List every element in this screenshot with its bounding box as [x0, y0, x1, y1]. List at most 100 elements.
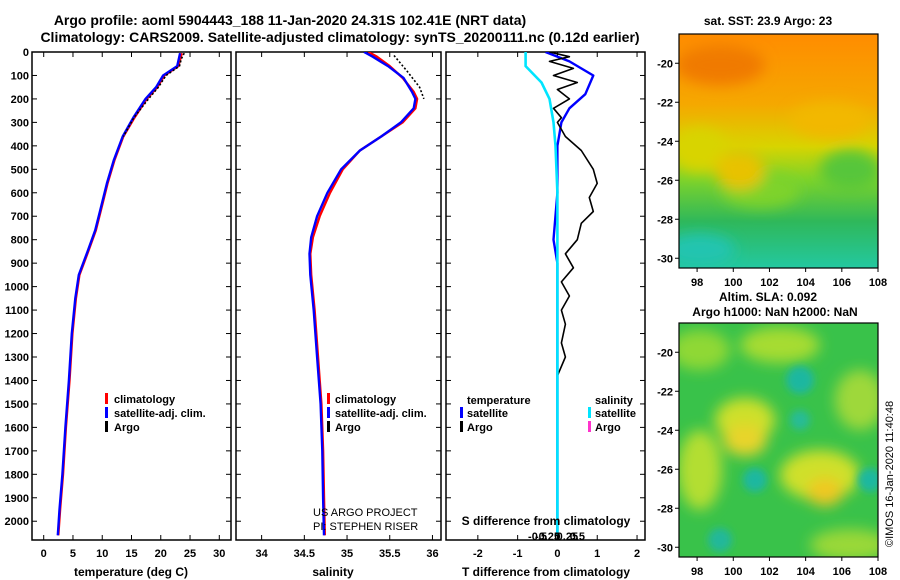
lat-tick-label: -28 — [657, 503, 673, 515]
temperature-panel: 0100200300400500600700800900100011001200… — [5, 47, 232, 579]
depth-tick-label: 1900 — [5, 493, 29, 505]
title-line-1: Argo profile: aoml 5904443_188 11-Jan-20… — [54, 12, 526, 28]
depth-tick-label: 1300 — [5, 352, 29, 364]
legend-swatch-climatology — [327, 393, 330, 404]
sst-lat-axis: -20 -22 -24 -26 -28 -30 — [657, 58, 679, 265]
lat-tick-label: -20 — [657, 58, 673, 70]
legend-swatch-satellite — [105, 407, 108, 418]
legend-swatch-s-satellite — [588, 407, 591, 418]
x-tick-label: 25 — [184, 548, 196, 560]
sla-low-patch — [790, 410, 810, 430]
sst-features — [679, 45, 878, 266]
depth-tick-label: 1100 — [5, 305, 29, 317]
depth-tick-label: 1000 — [5, 282, 29, 294]
depth-tick-label: 500 — [11, 164, 29, 176]
lat-tick-label: -26 — [657, 175, 673, 187]
legend-swatch-argo — [327, 421, 330, 432]
depth-tick-label: 900 — [11, 258, 29, 270]
legend-heading-salinity: salinity — [595, 395, 634, 407]
lon-tick-label: 102 — [760, 566, 778, 578]
legend-label-satellite: satellite-adj. clim. — [335, 408, 427, 420]
sla-patch — [835, 370, 878, 430]
x-tick-label: 20 — [155, 548, 167, 560]
depth-axis: 0 100 200 300 400 500 600 700 800 900 1000 1100 1200… — [5, 47, 231, 528]
legend-label-argo: Argo — [335, 422, 361, 434]
imos-watermark: ©IMOS 16-Jan-2020 11:40:48 — [884, 401, 896, 547]
sla-low-patch — [786, 366, 814, 394]
sla-features — [679, 327, 878, 557]
sst-patch — [790, 102, 870, 138]
sla-low-patch — [743, 468, 767, 492]
sst-patch — [820, 150, 878, 190]
legend-label-satellite: satellite-adj. clim. — [114, 408, 206, 420]
series-line-argo — [122, 52, 185, 137]
lat-tick-label: -30 — [657, 253, 673, 265]
sla-lon-axis: 98 100 102 104 106 108 — [691, 557, 887, 578]
difference-x-axis: -2 -1 0 1 2 — [473, 52, 640, 560]
lon-tick-label: 106 — [833, 277, 851, 289]
legend-heading-temperature: temperature — [467, 395, 531, 407]
difference-lines — [524, 52, 599, 536]
sst-patch — [679, 45, 765, 85]
x-tick-label: 10 — [96, 548, 108, 560]
difference-legend: temperature salinity satellite Argo sate… — [460, 395, 636, 434]
s-difference-label: S difference from climatology — [462, 514, 631, 528]
depth-tick-label: 200 — [11, 94, 29, 106]
lon-tick-label: 106 — [833, 566, 851, 578]
lon-tick-label: 100 — [724, 566, 742, 578]
sst-patch — [715, 150, 765, 190]
sla-map-title-1: Altim. SLA: 0.092 — [719, 290, 817, 304]
depth-tick-label: 1200 — [5, 329, 29, 341]
x-tick-label: 2 — [634, 548, 640, 560]
sla-patch — [740, 327, 820, 363]
series-line-satellite-adj-clim- — [56, 52, 182, 536]
depth-tick-label: 0 — [23, 47, 29, 59]
credit-line-2: PI: STEPHEN RISER — [313, 521, 418, 533]
depth-tick-label: 100 — [11, 70, 29, 82]
sst-map-title: sat. SST: 23.9 Argo: 23 — [704, 14, 833, 28]
s-diff-tick-label: -0.5 — [528, 531, 547, 543]
sla-lat-axis: -20 -22 -24 -26 -28 -30 — [657, 347, 679, 554]
temperature-lines — [56, 52, 185, 536]
depth-tick-label: 600 — [11, 188, 29, 200]
title-line-2: Climatology: CARS2009. Satellite-adjuste… — [40, 29, 639, 45]
legend-swatch-t-argo — [460, 421, 463, 432]
legend-label-t-satellite: satellite — [467, 408, 508, 420]
x-tick-label: 30 — [213, 548, 225, 560]
x-tick-label: 0 — [554, 548, 560, 560]
legend-label-argo: Argo — [114, 422, 140, 434]
sla-low-patch — [708, 528, 732, 552]
salinity-axes-frame — [235, 51, 442, 541]
legend-label-climatology: climatology — [335, 394, 397, 406]
sla-low-patch — [858, 468, 878, 492]
depth-tick-label: 700 — [11, 211, 29, 223]
x-tick-label: 35 — [341, 548, 353, 560]
salinity-lines — [308, 52, 425, 536]
series-line-s-satellite — [524, 52, 559, 536]
sla-patch — [807, 478, 843, 506]
lon-tick-label: 102 — [760, 277, 778, 289]
lon-tick-label: 104 — [796, 277, 815, 289]
legend-swatch-s-argo — [588, 421, 591, 432]
sla-patch — [679, 330, 730, 370]
series-line-t-argo — [548, 52, 599, 393]
legend-label-t-argo: Argo — [467, 422, 493, 434]
x-tick-label: -2 — [473, 548, 483, 560]
salinity-x-axis: 34 34.5 35 35.5 36 — [256, 52, 439, 560]
x-tick-label: 34 — [256, 548, 269, 560]
difference-depth-ticks — [446, 51, 645, 522]
legend-swatch-t-satellite — [460, 407, 463, 418]
lon-tick-label: 108 — [869, 566, 887, 578]
sst-patch — [679, 234, 735, 266]
sst-map-frame — [678, 33, 879, 269]
s-diff-tick-label: 0 — [554, 531, 560, 543]
sla-map-title-2: Argo h1000: NaN h2000: NaN — [692, 305, 857, 319]
x-tick-label: 0 — [41, 548, 47, 560]
legend-swatch-satellite — [327, 407, 330, 418]
lat-tick-label: -24 — [657, 136, 674, 148]
s-diff-tick-label: 0.5 — [570, 531, 585, 543]
series-line-satellite-adj-clim- — [308, 52, 417, 536]
temperature-x-axis: 0 5 10 15 20 25 30 — [41, 52, 225, 560]
